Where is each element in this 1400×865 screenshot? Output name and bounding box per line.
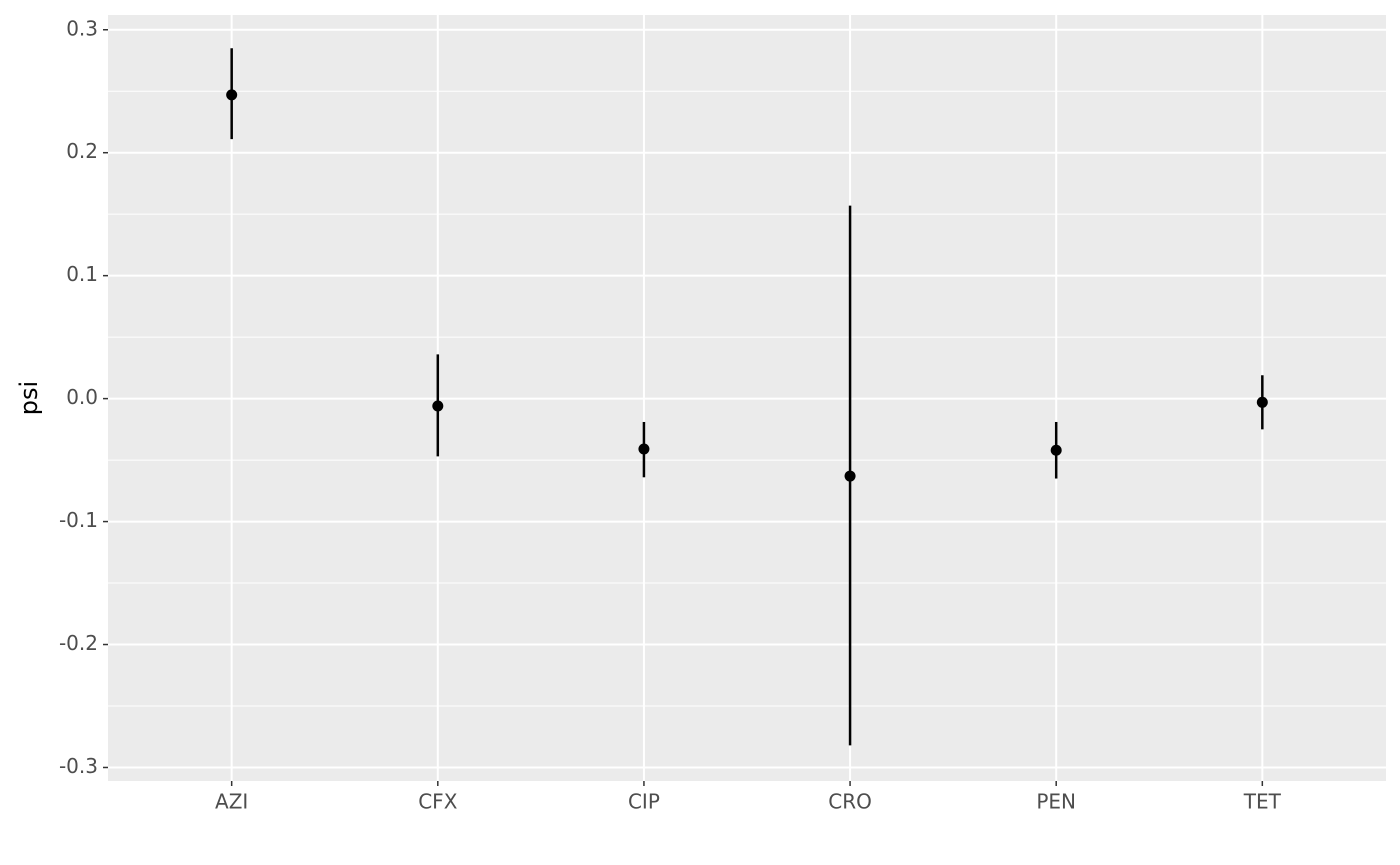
x-tick-label: AZI	[215, 790, 248, 814]
y-tick-label: -0.3	[59, 754, 98, 778]
point	[1050, 444, 1062, 456]
point	[844, 470, 856, 482]
y-axis-title: psi	[15, 381, 43, 415]
y-tick-label: 0.3	[66, 16, 98, 40]
x-tick-label: CIP	[628, 790, 660, 814]
y-tick-label: 0.2	[66, 139, 98, 163]
point	[1256, 396, 1268, 408]
x-tick-label: PEN	[1036, 790, 1076, 814]
point	[432, 400, 444, 412]
y-tick-label: 0.1	[66, 262, 98, 286]
y-tick-label: -0.2	[59, 631, 98, 655]
y-tick-label: 0.0	[66, 385, 98, 409]
point	[638, 443, 650, 455]
x-tick-label: CFX	[418, 790, 457, 814]
point	[226, 89, 238, 101]
y-tick-label: -0.1	[59, 508, 98, 532]
x-tick-label: CRO	[828, 790, 872, 814]
x-tick-label: TET	[1243, 790, 1282, 814]
